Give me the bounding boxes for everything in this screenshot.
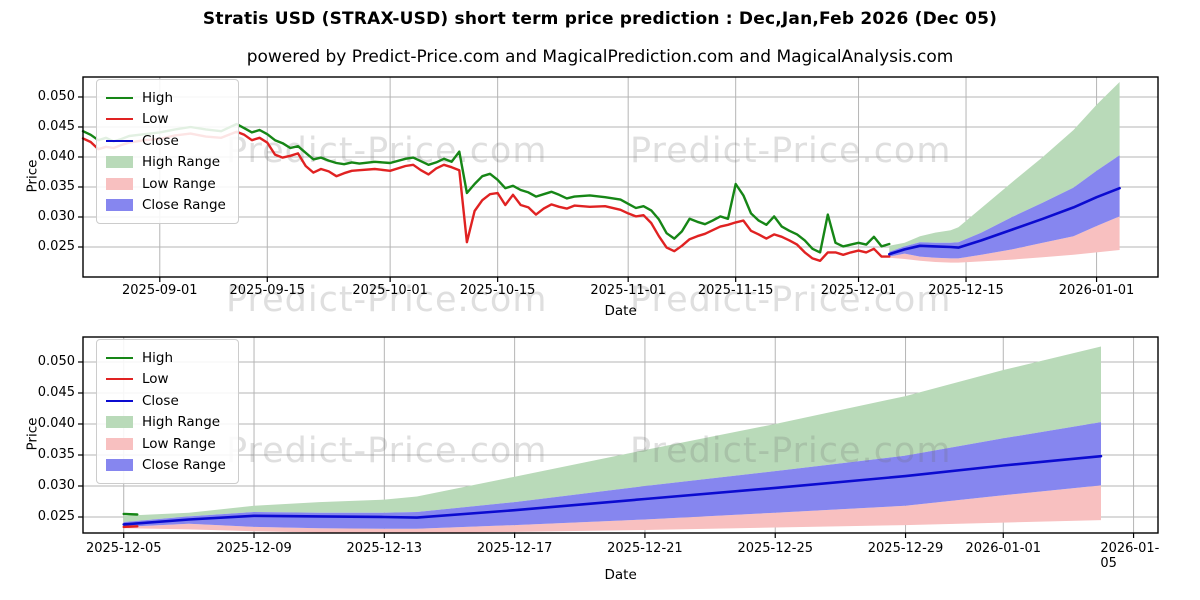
legend-label: High Range [142,154,221,171]
high-line-stub [122,512,139,516]
legend-item: High [106,87,226,109]
legend-item: Close Range [106,455,226,477]
watermark-text: Predict-Price.com [226,431,548,471]
legend-swatch-low-range [106,177,133,190]
watermark-text: Predict-Price.com [630,131,952,171]
close-range-band [123,422,1101,529]
legend-swatch-low-range [106,437,133,450]
close-range-band [889,155,1120,259]
legend-item: High Range [106,152,226,174]
legend-label: High [142,89,174,106]
legend-label: High [142,349,174,366]
legend-item: Low [106,109,226,131]
legend-item: Close Range [106,195,226,217]
legend-swatch-high [106,96,133,99]
legend-swatch-close [106,139,133,142]
plot-border [82,76,1159,278]
legend-swatch-close-range [106,459,133,472]
watermark-text: Predict-Price.com [226,280,548,320]
page-title: Stratis USD (STRAX-USD) short term price… [202,9,998,29]
legend-label: Close Range [142,457,226,474]
legend-swatch-high [106,356,133,359]
plot-border [82,336,1159,534]
legend-swatch-close-range [106,199,133,212]
watermark-text: Predict-Price.com [630,431,952,471]
chart-subtitle: powered by Predict-Price.com and Magical… [246,47,954,67]
legend: High Low Close High Range Low Range Close Ran… [96,339,239,484]
legend-swatch-high-range [106,156,133,169]
close-line [888,186,1121,256]
watermark-text: Predict-Price.com [226,131,548,171]
legend: High Low Close High Range Low Range Close Ran… [96,79,239,224]
legend-label: Low [142,371,169,388]
legend-label: Low Range [142,175,216,192]
legend-swatch-low [106,378,133,381]
legend-swatch-low [106,118,133,121]
legend-item: High [106,347,226,369]
legend-item: Low Range [106,173,226,195]
close-line [122,454,1103,526]
legend-item: Low Range [106,433,226,455]
legend-item: High Range [106,412,226,434]
low-range-band [889,216,1120,263]
high-line [81,122,891,254]
legend-label: Low [142,111,169,128]
legend-item: Close [106,130,226,152]
watermark-text: Predict-Price.com [630,280,952,320]
legend-label: Close [142,392,179,409]
legend-label: Low Range [142,435,216,452]
low-range-band [123,485,1101,534]
legend-label: Close [142,132,179,149]
legend-item: Close [106,390,226,412]
legend-label: High Range [142,414,221,431]
legend-item: Low [106,369,226,391]
legend-swatch-close [106,399,133,402]
high-range-band [123,346,1101,522]
low-line [81,130,891,262]
legend-label: Close Range [142,197,226,214]
high-range-band [889,82,1120,252]
low-line-stub [122,525,139,529]
legend-swatch-high-range [106,416,133,429]
